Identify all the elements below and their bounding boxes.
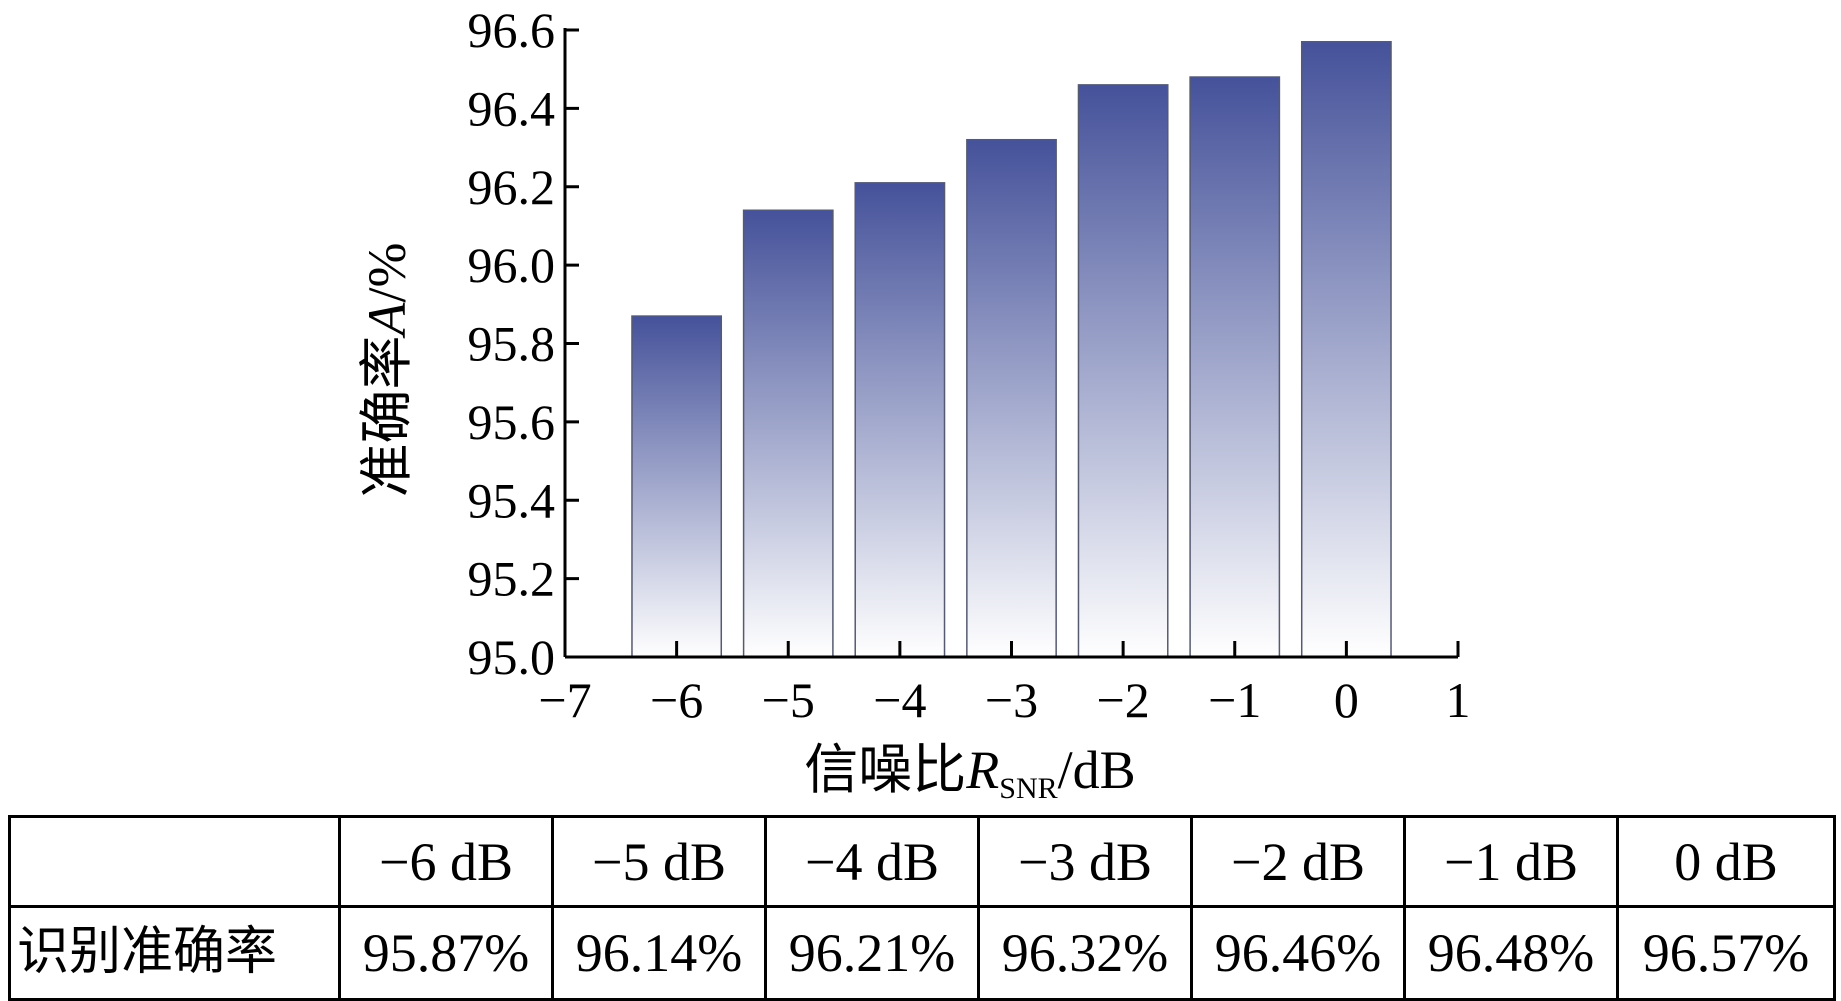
table-header-cell: −1 dB bbox=[1403, 815, 1619, 908]
x-axis-label-main: 信噪比 bbox=[804, 740, 966, 800]
bar bbox=[966, 138, 1057, 658]
x-axis-label: 信噪比RSNR/dB bbox=[804, 740, 1135, 800]
x-axis-label-var: R bbox=[965, 740, 999, 800]
y-axis-label-unit: /% bbox=[357, 243, 417, 303]
x-tick-label: 0 bbox=[1334, 672, 1359, 728]
y-tick-label: 96.0 bbox=[468, 237, 556, 293]
table-header-cell: −2 dB bbox=[1190, 815, 1406, 908]
bar bbox=[742, 209, 834, 658]
x-axis-label-unit: /dB bbox=[1058, 740, 1136, 800]
y-ticks-group: 95.0 95.2 95.4 95.6 95.8 96.0 96.2 96.4 96.6 bbox=[468, 2, 579, 685]
table-value-cell: 95.87% bbox=[338, 905, 554, 1001]
table-value-cell: 96.46% bbox=[1190, 905, 1406, 1001]
y-tick-label: 95.2 bbox=[468, 551, 556, 607]
bar bbox=[1300, 41, 1392, 658]
x-tick-label: −2 bbox=[1097, 672, 1150, 728]
y-tick-label: 95.8 bbox=[468, 316, 556, 372]
table-header-cell: −6 dB bbox=[338, 815, 554, 908]
table-value-cell: 96.21% bbox=[764, 905, 980, 1001]
x-axis-label-sub: SNR bbox=[999, 772, 1057, 800]
bar bbox=[1077, 84, 1169, 658]
bar bbox=[854, 182, 946, 658]
x-tick-label: 1 bbox=[1446, 672, 1471, 728]
x-tick-label: −5 bbox=[762, 672, 815, 728]
table-header-cell: −3 dB bbox=[977, 815, 1193, 908]
data-table: −6 dB −5 dB −4 dB −3 dB −2 dB −1 dB 0 dB… bbox=[8, 815, 1836, 1001]
bar bbox=[1189, 76, 1281, 658]
table-corner-cell bbox=[8, 815, 341, 908]
bars-group bbox=[631, 41, 1392, 658]
x-tick-label: −6 bbox=[650, 672, 703, 728]
table-header-cell: −5 dB bbox=[551, 815, 767, 908]
y-axis-label-var: A bbox=[357, 302, 417, 339]
y-tick-label: 95.4 bbox=[468, 472, 556, 528]
y-axis-label-main: 准确率 bbox=[357, 336, 417, 498]
x-tick-label: −4 bbox=[873, 672, 926, 728]
table-value-cell: 96.14% bbox=[551, 905, 767, 1001]
bar-chart: 95.095.295.495.695.896.096.296.496.6 −7−… bbox=[357, 2, 1471, 800]
table-value-row: 识别准确率 95.87% 96.14% 96.21% 96.32% 96.46%… bbox=[8, 905, 1836, 1001]
x-tick-label: −7 bbox=[538, 672, 591, 728]
y-tick-label: 96.2 bbox=[468, 159, 556, 215]
table-row-label: 识别准确率 bbox=[8, 905, 341, 1001]
x-tick-label: −3 bbox=[985, 672, 1038, 728]
y-tick-label: 96.4 bbox=[468, 80, 556, 136]
y-axis-label: 准确率A/% bbox=[357, 243, 417, 498]
y-tick-label: 96.6 bbox=[468, 2, 556, 58]
table-header-row: −6 dB −5 dB −4 dB −3 dB −2 dB −1 dB 0 dB bbox=[8, 815, 1836, 908]
y-tick-label: 95.6 bbox=[468, 394, 556, 450]
table-header-cell: 0 dB bbox=[1616, 815, 1836, 908]
x-ticks-group: −7 −6 −5 −4 −3 −2 −1 0 1 bbox=[538, 641, 1471, 728]
table-header-cell: −4 dB bbox=[764, 815, 980, 908]
y-tick-label: 95.0 bbox=[468, 629, 556, 685]
table-value-cell: 96.32% bbox=[977, 905, 1193, 1001]
table-value-cell: 96.57% bbox=[1616, 905, 1836, 1001]
table-value-cell: 96.48% bbox=[1403, 905, 1619, 1001]
bar bbox=[631, 315, 723, 658]
x-tick-label: −1 bbox=[1208, 672, 1261, 728]
